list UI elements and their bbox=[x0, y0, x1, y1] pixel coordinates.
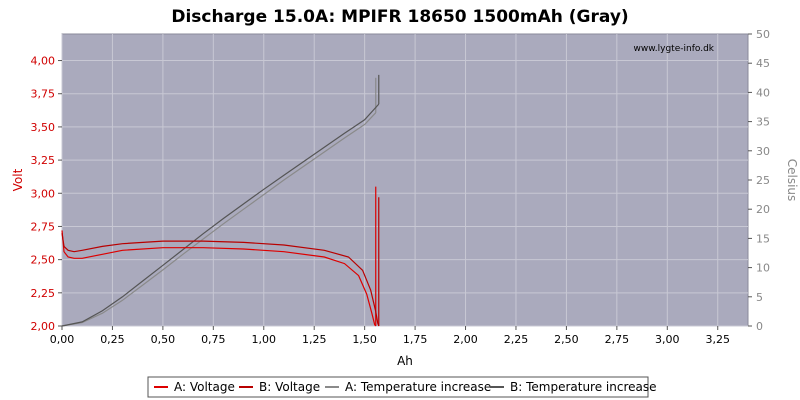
y2-tick-label: 5 bbox=[756, 291, 763, 304]
x-tick-label: 1,75 bbox=[403, 333, 428, 346]
x-tick-label: 1,25 bbox=[302, 333, 327, 346]
y-tick-label: 3,75 bbox=[31, 88, 56, 101]
series-layer bbox=[61, 74, 380, 327]
x-tick-label: 2,25 bbox=[504, 333, 529, 346]
y2-axis-label: Celsius bbox=[785, 159, 799, 202]
chart-title: Discharge 15.0A: MPIFR 18650 1500mAh (Gr… bbox=[171, 7, 628, 27]
x-tick-label: 1,00 bbox=[252, 333, 277, 346]
x-tick-label: 3,25 bbox=[705, 333, 730, 346]
y-tick-label: 3,25 bbox=[31, 154, 56, 167]
y2-tick-label: 0 bbox=[756, 320, 763, 333]
legend-box bbox=[147, 376, 649, 398]
x-tick-label: 1,50 bbox=[352, 333, 377, 346]
y2-tick-label: 35 bbox=[756, 116, 770, 129]
y2-tick-label: 50 bbox=[756, 28, 770, 41]
legend: A: Voltage B: Voltage A: Temperature incre… bbox=[147, 376, 657, 398]
series-line-b-voltage bbox=[61, 233, 380, 327]
y2-tick-label: 20 bbox=[756, 203, 770, 216]
x-tick-label: 2,00 bbox=[453, 333, 478, 346]
x-tick-label: 3,00 bbox=[655, 333, 680, 346]
y-tick-label: 2,25 bbox=[31, 287, 56, 300]
y-tick-label: 2,75 bbox=[31, 220, 56, 233]
y-tick-label: 2,00 bbox=[31, 320, 56, 333]
legend-label: A: Temperature increase bbox=[345, 380, 491, 394]
legend-label: B: Voltage bbox=[259, 380, 320, 394]
right-axis-ticks: 0 5 10 15 20 25 30 35 40 45 50 bbox=[748, 28, 770, 333]
y2-tick-label: 15 bbox=[756, 232, 770, 245]
y-tick-label: 3,50 bbox=[31, 121, 56, 134]
y-tick-label: 2,50 bbox=[31, 254, 56, 267]
y2-tick-label: 40 bbox=[756, 86, 770, 99]
x-tick-label: 2,75 bbox=[605, 333, 630, 346]
x-tick-label: 0,00 bbox=[50, 333, 75, 346]
y2-tick-label: 25 bbox=[756, 174, 770, 187]
legend-label: A: Voltage bbox=[174, 380, 235, 394]
y2-tick-label: 30 bbox=[756, 145, 770, 158]
grid-lines bbox=[61, 34, 748, 327]
left-axis-ticks: 2,00 2,25 2,50 2,75 3,00 3,25 3,50 3,75 4,00 bbox=[31, 55, 62, 333]
plot-area bbox=[61, 33, 749, 327]
x-tick-label: 2,50 bbox=[554, 333, 579, 346]
y2-tick-label: 10 bbox=[756, 262, 770, 275]
series-line-b-temperature-increase bbox=[61, 103, 380, 327]
y2-tick-label: 45 bbox=[756, 57, 770, 70]
x-axis-label: Ah bbox=[397, 354, 413, 368]
legend-label: B: Temperature increase bbox=[510, 380, 657, 394]
x-axis-ticks: 0,00 0,25 0,50 0,75 1,00 1,25 1,50 1,75 2,00 2,25… bbox=[50, 326, 730, 346]
x-tick-label: 0,75 bbox=[201, 333, 226, 346]
x-tick-label: 0,50 bbox=[151, 333, 176, 346]
x-tick-label: 0,25 bbox=[100, 333, 125, 346]
series-line-a-voltage bbox=[61, 230, 377, 327]
y-axis-label: Volt bbox=[11, 168, 25, 191]
y-tick-label: 3,00 bbox=[31, 187, 56, 200]
y-tick-label: 4,00 bbox=[31, 55, 56, 68]
series-line-a-temperature-increase bbox=[61, 112, 377, 327]
watermark: www.lygte-info.dk bbox=[634, 44, 715, 54]
